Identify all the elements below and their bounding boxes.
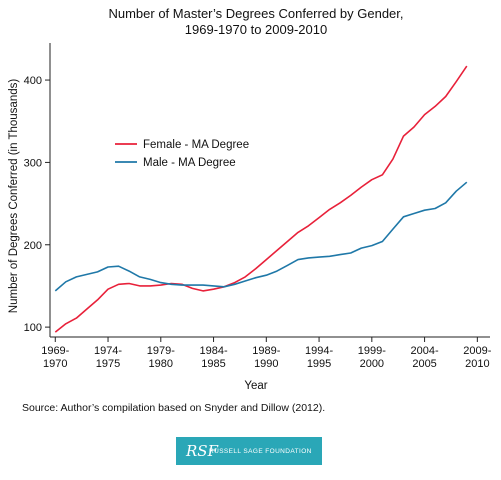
legend-label: Female - MA Degree [143, 139, 249, 151]
legend: Female - MA Degree Male - MA Degree [115, 139, 249, 169]
chart-title-line: Number of Master’s Degrees Conferred by … [108, 6, 403, 21]
chart-title-line: 1969-1970 to 2009-2010 [185, 22, 327, 37]
y-tick-label: 300 [24, 157, 42, 169]
logo-mark: RSF [186, 442, 218, 460]
chart: Number of Master’s Degrees Conferred by … [8, 6, 492, 392]
axes [49, 43, 490, 338]
y-tick-label: 100 [24, 322, 42, 334]
x-axis-ticks: 1969-1970 1974-1975 1979-1980 1984-1985 1989… [41, 337, 492, 370]
source-note: Source: Author’s compilation based on Sn… [22, 402, 326, 414]
series-line [54, 65, 468, 333]
y-axis-label: Number of Degrees Conferred (in Thousand… [8, 79, 20, 314]
legend-label: Male - MA Degree [143, 157, 236, 169]
x-axis-label: Year [244, 380, 267, 392]
x-tick-label: 1999-2000 [358, 345, 386, 370]
chart-title: Number of Master’s Degrees Conferred by … [108, 6, 403, 37]
x-tick-label: 1974-1975 [94, 345, 122, 370]
y-tick-label: 200 [24, 240, 42, 252]
x-tick-label: 1969-1970 [41, 345, 69, 370]
y-tick-label: 400 [24, 75, 42, 87]
logo-text: RUSSELL SAGE FOUNDATION [209, 447, 312, 455]
y-axis-ticks: 100 200 300 400 [24, 75, 50, 334]
x-tick-label: 2004-2005 [411, 345, 439, 370]
x-tick-label: 1989-1990 [252, 345, 280, 370]
x-tick-label: 1984-1985 [199, 345, 227, 370]
series-line [54, 181, 468, 292]
x-tick-label: 2009-2010 [463, 345, 491, 370]
x-tick-label: 1979-1980 [147, 345, 175, 370]
foundation-logo: RSF RUSSELL SAGE FOUNDATION [176, 437, 322, 465]
series-lines [54, 65, 468, 333]
x-tick-label: 1994-1995 [305, 345, 333, 370]
